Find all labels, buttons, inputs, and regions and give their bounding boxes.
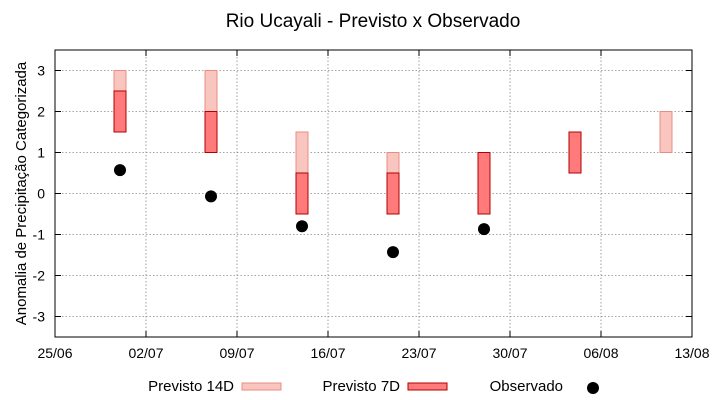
- point-observado: [387, 246, 399, 259]
- legend-swatch: [241, 382, 282, 391]
- bar-previsto-7d: [477, 152, 491, 215]
- y-tick-label: -2: [33, 268, 46, 284]
- legend-label: Observado: [490, 378, 563, 395]
- y-tick-label: -1: [33, 227, 46, 243]
- x-tick-label: 02/07: [128, 345, 163, 361]
- bar-previsto-7d: [568, 131, 582, 174]
- series-previsto-7d: [113, 90, 582, 215]
- x-tick-label: 16/07: [310, 345, 345, 361]
- x-axis: 25/06 02/07 09/07 16/07 23/07 30/07 06/08 13/08: [37, 50, 710, 361]
- point-observado: [296, 220, 308, 233]
- legend-swatch: [587, 382, 599, 394]
- legend-swatch: [407, 382, 448, 391]
- legend-label: Previsto 14D: [148, 378, 234, 395]
- legend-label: Previsto 7D: [322, 378, 400, 395]
- bar-previsto-7d: [295, 172, 309, 215]
- y-tick-label: 3: [37, 63, 45, 79]
- x-tick-label: 06/08: [583, 345, 618, 361]
- bar-previsto-7d: [386, 172, 400, 215]
- y-tick-label: 0: [37, 186, 45, 202]
- x-tick-label: 30/07: [492, 345, 527, 361]
- legend: Previsto 14D Previsto 7D Observado: [148, 378, 599, 395]
- grid: [55, 50, 692, 337]
- x-tick-label: 25/06: [37, 345, 72, 361]
- point-observado: [205, 190, 217, 203]
- x-tick-label: 09/07: [219, 345, 254, 361]
- chart-title: Rio Ucayali - Previsto x Observado: [226, 11, 521, 32]
- bar-previsto-14d: [659, 111, 673, 153]
- bar-previsto-7d: [204, 111, 218, 153]
- x-tick-label: 23/07: [401, 345, 436, 361]
- x-tick-label: 13/08: [674, 345, 709, 361]
- y-axis: 3 2 1 0 -1 -2 -3: [33, 63, 692, 325]
- y-tick-label: 1: [37, 145, 45, 161]
- point-observado: [114, 164, 126, 177]
- bar-previsto-7d: [113, 90, 127, 133]
- y-tick-label: -3: [33, 309, 46, 325]
- y-axis-label: Anomalia de Precipitação Categorizada: [13, 61, 30, 325]
- bar-previsto-14d: [295, 131, 309, 174]
- series-observado: [114, 164, 490, 259]
- y-tick-label: 2: [37, 104, 45, 120]
- point-observado: [478, 223, 490, 236]
